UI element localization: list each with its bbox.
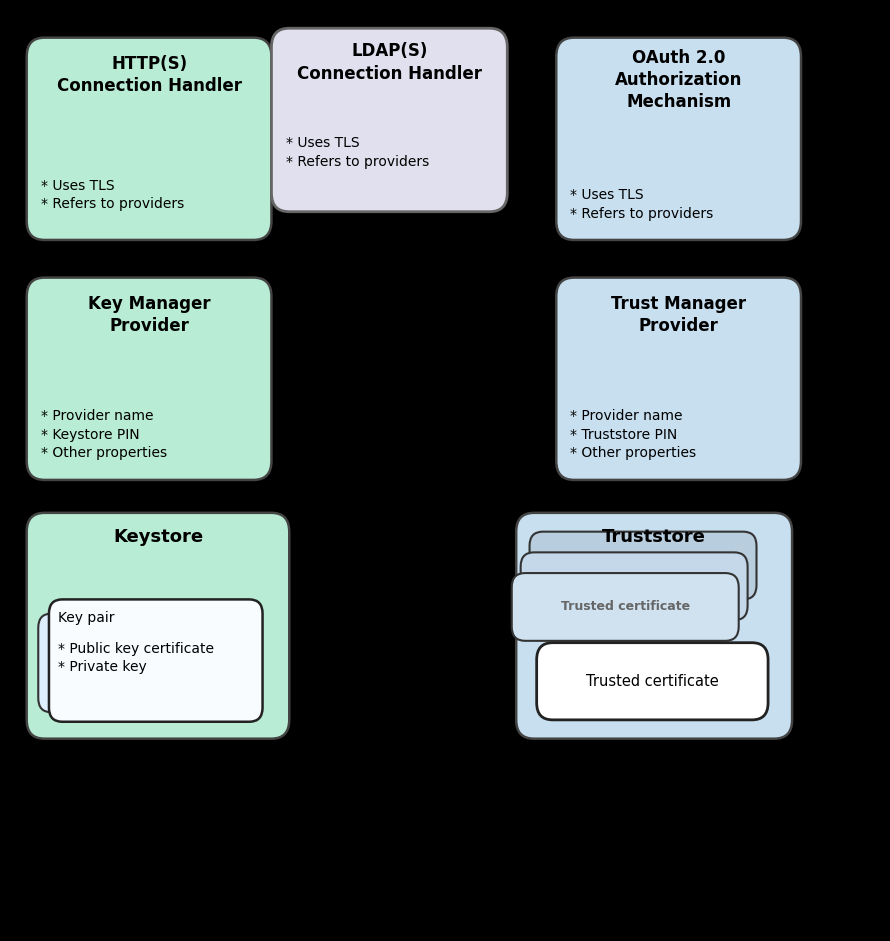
Text: * Provider name
* Truststore PIN
* Other properties: * Provider name * Truststore PIN * Other… xyxy=(570,409,697,460)
Text: Key pair: Key pair xyxy=(58,611,114,625)
FancyBboxPatch shape xyxy=(516,513,792,739)
Text: Keystore: Keystore xyxy=(113,528,203,546)
Text: Truststore: Truststore xyxy=(603,528,706,546)
Text: Key pair: Key pair xyxy=(47,625,103,639)
Text: OAuth 2.0
Authorization
Mechanism: OAuth 2.0 Authorization Mechanism xyxy=(615,49,742,111)
FancyBboxPatch shape xyxy=(537,643,768,720)
FancyBboxPatch shape xyxy=(27,278,271,480)
FancyBboxPatch shape xyxy=(521,552,748,620)
FancyBboxPatch shape xyxy=(556,278,801,480)
Text: * Uses TLS
* Refers to providers: * Uses TLS * Refers to providers xyxy=(286,136,429,168)
Text: * Uses TLS
* Refers to providers: * Uses TLS * Refers to providers xyxy=(570,188,714,220)
FancyBboxPatch shape xyxy=(38,614,252,712)
FancyBboxPatch shape xyxy=(530,532,756,599)
Text: Trust Manager
Provider: Trust Manager Provider xyxy=(611,295,746,335)
FancyBboxPatch shape xyxy=(49,599,263,722)
FancyBboxPatch shape xyxy=(512,573,739,641)
Text: Trusted certificate: Trusted certificate xyxy=(586,674,719,689)
FancyBboxPatch shape xyxy=(27,513,289,739)
Text: Trusted certificate: Trusted certificate xyxy=(578,559,708,572)
Text: * Provider name
* Keystore PIN
* Other properties: * Provider name * Keystore PIN * Other p… xyxy=(41,409,167,460)
Text: Trusted certificate: Trusted certificate xyxy=(570,580,699,593)
Text: HTTP(S)
Connection Handler: HTTP(S) Connection Handler xyxy=(57,55,241,95)
Text: Trusted certificate: Trusted certificate xyxy=(561,600,690,614)
Text: * Uses TLS
* Refers to providers: * Uses TLS * Refers to providers xyxy=(41,179,184,211)
FancyBboxPatch shape xyxy=(271,28,507,212)
FancyBboxPatch shape xyxy=(556,38,801,240)
Text: Key Manager
Provider: Key Manager Provider xyxy=(88,295,210,335)
Text: * Public key certificate
* Private key: * Public key certificate * Private key xyxy=(58,642,214,674)
Text: LDAP(S)
Connection Handler: LDAP(S) Connection Handler xyxy=(297,42,481,83)
FancyBboxPatch shape xyxy=(27,38,271,240)
